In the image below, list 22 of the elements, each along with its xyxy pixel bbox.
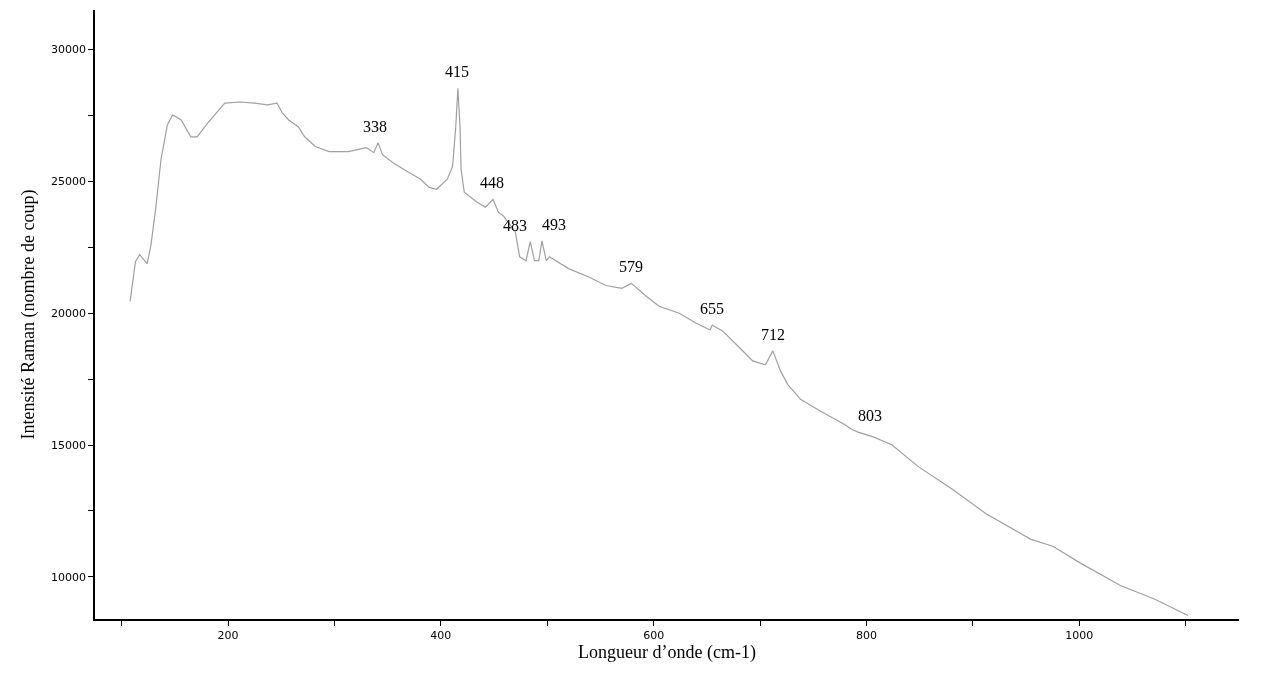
annotation: 579: [619, 258, 643, 275]
annotation: 712: [761, 326, 785, 343]
x-axis-title: Longueur d’onde (cm-1): [578, 641, 756, 663]
y-tick-label: 30000: [51, 43, 87, 57]
annotation: 448: [480, 174, 504, 191]
annotation: 415: [445, 63, 469, 80]
y-tick-label: 25000: [51, 175, 87, 189]
x-tick-label: 400: [430, 628, 452, 642]
annotation: 483: [503, 217, 527, 234]
x-tick-label: 800: [856, 628, 878, 642]
annotation: 803: [858, 407, 882, 424]
line-series: [129, 87, 1189, 617]
y-tick-label: 20000: [51, 307, 87, 321]
annotation: 655: [700, 300, 724, 317]
y-axis-title: Intensité Raman (nombre de coup): [17, 189, 39, 440]
y-tick-label: 10000: [51, 570, 87, 584]
annotation: 493: [542, 216, 566, 233]
y-tick-label: 15000: [51, 438, 87, 452]
annotation: 338: [363, 118, 387, 135]
x-tick-label: 1000: [1065, 628, 1094, 642]
x-tick-label: 200: [217, 628, 239, 642]
x-tick-label: 600: [643, 628, 665, 642]
